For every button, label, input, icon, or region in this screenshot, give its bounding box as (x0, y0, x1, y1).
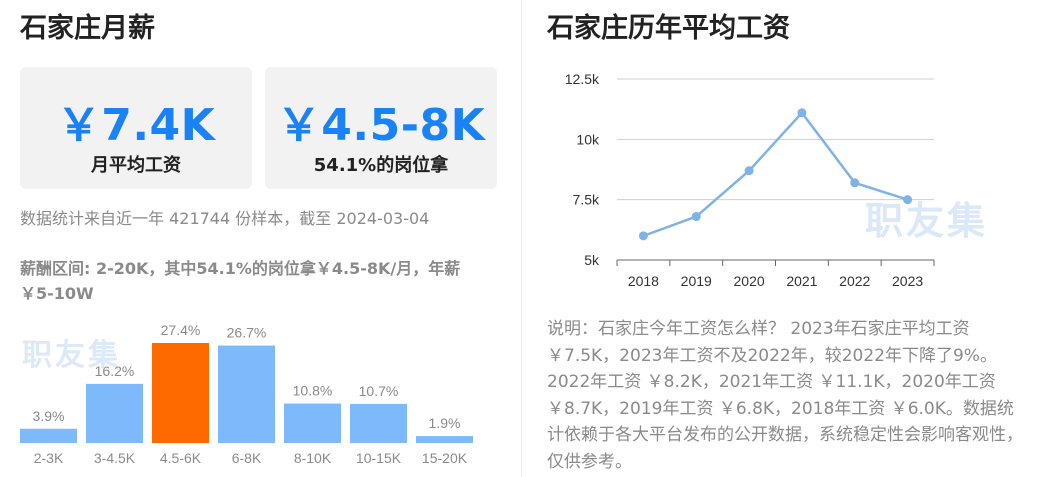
salary-range-label: 54.1%的岗位拿 (313, 155, 449, 176)
salary-trend-line (642, 110, 908, 238)
salary-range-card: ￥4.5-8K 54.1%的岗位拿 (265, 67, 497, 189)
panel-divider (521, 0, 522, 477)
average-salary-value: ￥7.4K (56, 100, 216, 151)
section-title-monthly-salary: 石家庄月薪 (20, 13, 155, 44)
range-summary: 薪酬区间: 2-20K，其中54.1%的岗位拿￥4.5-8K/月，年薪￥5-10… (20, 259, 461, 303)
distribution-bar (218, 345, 275, 443)
distribution-bar (284, 403, 341, 443)
salary-range-value: ￥4.5-8K (276, 100, 486, 151)
x-tick-label: 2020 (734, 273, 765, 289)
x-tick-label: 10-15K (356, 450, 402, 466)
x-tick-label: 2022 (839, 273, 870, 289)
x-tick-label: 3-4.5K (94, 450, 136, 466)
x-tick-label: 2-3K (34, 450, 64, 466)
average-salary-card: ￥7.4K 月平均工资 (20, 67, 252, 189)
data-point (638, 231, 648, 241)
x-tick-label: 15-20K (422, 450, 468, 466)
y-tick-label: 7.5k (573, 192, 600, 208)
distribution-bar (86, 383, 143, 443)
x-tick-label: 2018 (628, 273, 659, 289)
x-tick-label: 6-8K (232, 450, 262, 466)
x-tick-label: 2019 (681, 273, 712, 289)
data-point (744, 166, 754, 176)
data-point (691, 212, 701, 222)
data-point (903, 195, 913, 205)
yearly-salary-panel: 石家庄历年平均工资 5k 7.5k 10k 12.5k 2018 2019 2020 2021… (547, 0, 1027, 477)
section-title-yearly-salary: 石家庄历年平均工资 (547, 13, 790, 44)
watermark-logo: 职友集 (22, 338, 121, 373)
sample-note: 数据统计来自近一年 421744 份样本，截至 2024-03-04 (20, 209, 430, 228)
average-salary-label: 月平均工资 (91, 155, 181, 176)
x-tick-label: 2023 (892, 273, 923, 289)
distribution-bar (416, 436, 473, 443)
bar-value-label: 3.9% (33, 408, 65, 424)
x-tick-label: 4.5-6K (160, 450, 202, 466)
y-tick-label: 10k (576, 131, 600, 147)
bar-value-label: 1.9% (429, 415, 461, 431)
bar-value-label: 10.8% (293, 383, 333, 399)
x-tick-label: 8-10K (294, 450, 332, 466)
bar-value-label: 16.2% (95, 363, 135, 379)
yearly-salary-line-chart: 5k 7.5k 10k 12.5k 2018 2019 2020 2021 2022 2023 (565, 71, 935, 289)
salary-distribution-chart: 3.9% 2-3K 16.2% 3-4.5K 27.4% 4.5-6K 26.7% 6-8K 1… (20, 322, 473, 466)
watermark-logo: 职友集 (865, 199, 989, 243)
data-point (797, 108, 807, 118)
data-point (850, 178, 860, 188)
distribution-bar (350, 403, 407, 443)
bar-value-label: 26.7% (227, 325, 267, 341)
bar-value-label: 10.7% (359, 383, 399, 399)
bar-value-label: 27.4% (161, 322, 201, 338)
y-tick-label: 5k (584, 252, 600, 268)
x-tick-label: 2021 (786, 273, 817, 289)
y-tick-label: 12.5k (565, 71, 600, 87)
distribution-bar (20, 428, 77, 443)
distribution-bar (152, 343, 209, 443)
explanation-text: 说明：石家庄今年工资怎么样？ 2023年石家庄平均工资￥7.5K，2023年工资… (547, 319, 1023, 472)
monthly-salary-panel: 石家庄月薪 ￥7.4K 月平均工资 ￥4.5-8K 54.1%的岗位拿 数据统计… (20, 0, 500, 477)
